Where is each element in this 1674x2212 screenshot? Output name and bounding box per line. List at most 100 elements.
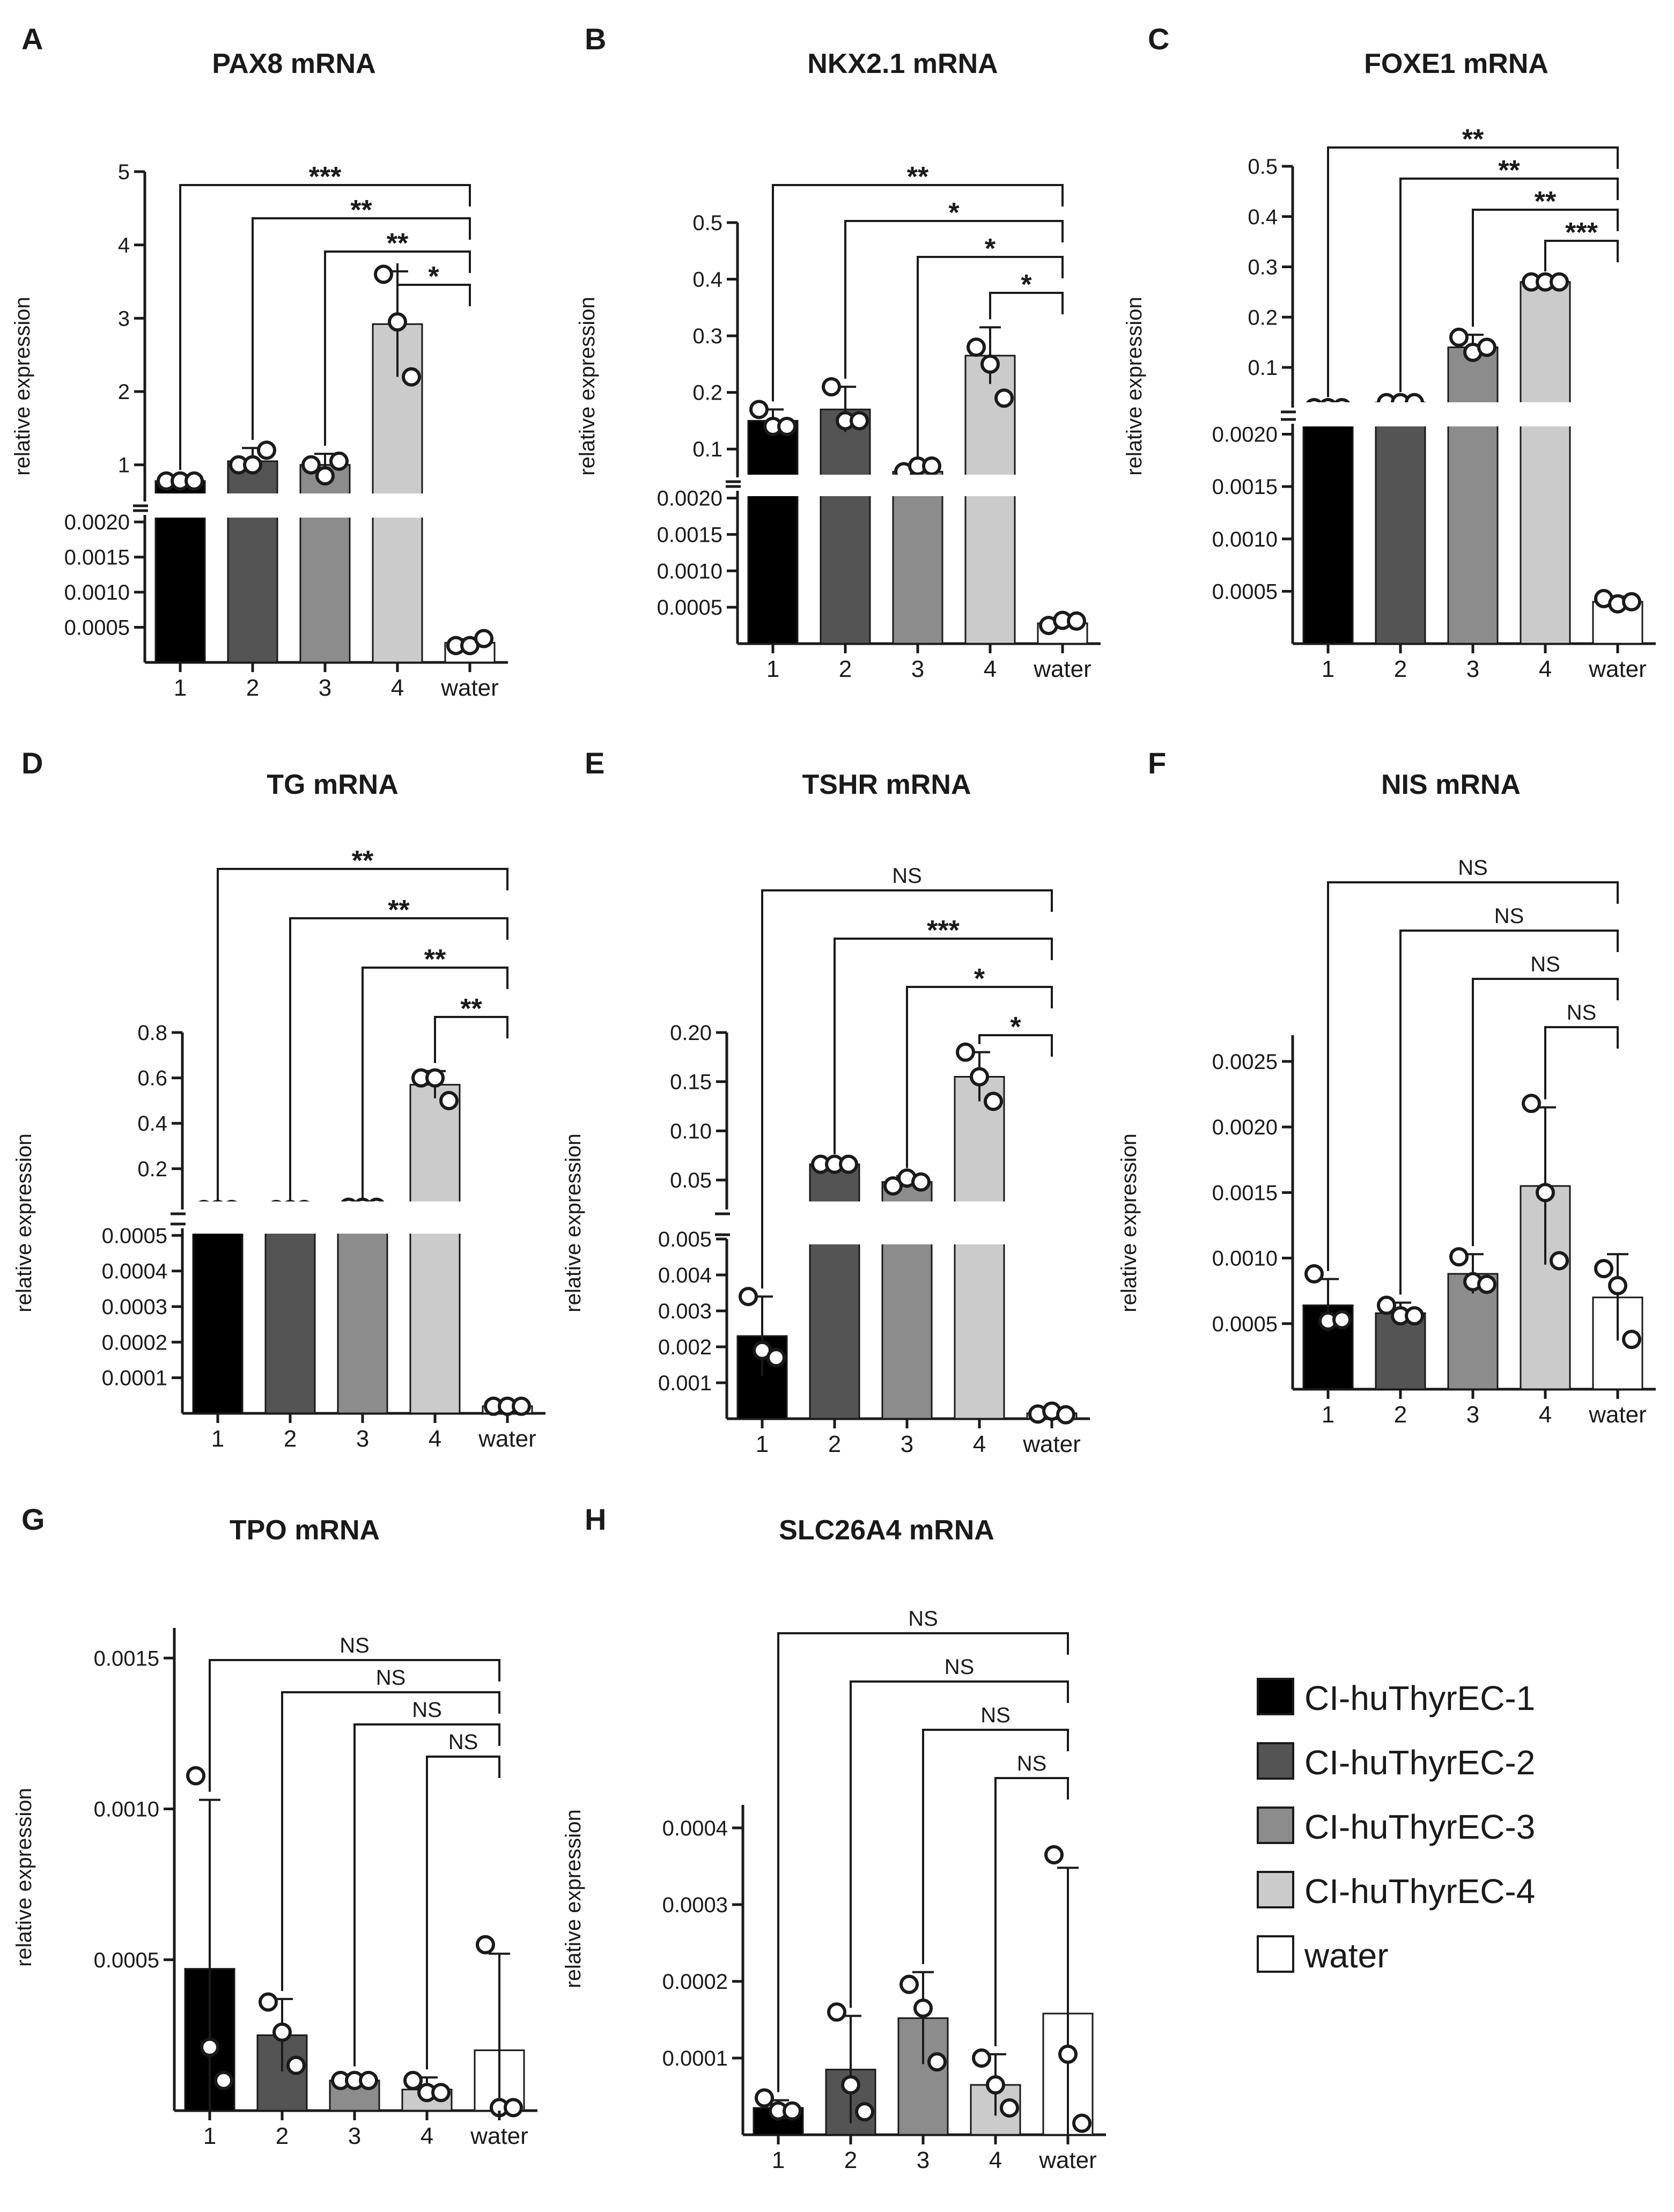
data-point <box>388 312 407 332</box>
data-point <box>1304 1264 1324 1284</box>
panel-h: H SLC26A4 mRNA relative expression 0.0001 0.… <box>562 1502 1106 2173</box>
bar <box>264 1208 316 1414</box>
significance-bracket <box>772 184 1064 402</box>
panel-c: C FOXE1 mRNA relative expression 0.0005 0.00… <box>1123 22 1659 682</box>
bar <box>1375 1312 1426 1390</box>
significance-bracket <box>989 292 1064 320</box>
data-point <box>504 2098 523 2118</box>
x-tick-label: 4 <box>429 1426 441 1452</box>
significance-label: * <box>1021 269 1032 300</box>
y-tick-label: 0.1 <box>692 438 722 461</box>
significance-bracket <box>834 938 1053 1154</box>
data-point <box>986 2075 1005 2095</box>
significance-label: NS <box>376 1666 406 1690</box>
y-tick-label: 0.0015 <box>1212 1181 1278 1205</box>
y-tick-label: 5 <box>118 160 130 184</box>
data-point <box>1608 1275 1627 1295</box>
significance-bracket <box>217 868 508 1201</box>
data-point <box>1405 1306 1424 1326</box>
y-tick-label: 0.0010 <box>657 559 722 583</box>
significance-label: * <box>948 197 960 228</box>
significance-bracket <box>434 1016 508 1063</box>
y-tick-label: 4 <box>118 234 130 257</box>
significance-label: *** <box>309 161 342 193</box>
significance-label: *** <box>927 915 960 946</box>
data-point <box>927 2052 947 2072</box>
data-point <box>1536 1183 1555 1203</box>
x-tick-label: water <box>1033 656 1092 682</box>
y-axis-title: relative expression <box>562 1809 585 1988</box>
x-tick-label: 2 <box>1394 1402 1407 1428</box>
data-point <box>1477 1274 1496 1294</box>
x-tick-label: 4 <box>421 2123 433 2149</box>
panel-letter: B <box>585 22 606 56</box>
legend-swatch <box>1257 1742 1294 1780</box>
y-tick-label: 0.0005 <box>1212 580 1278 603</box>
significance-bracket <box>281 1691 500 1991</box>
axis-break-gap <box>730 1201 1093 1244</box>
significance-label: ** <box>388 895 410 926</box>
data-point <box>403 2070 423 2090</box>
y-tick-label: 0.20 <box>670 1021 712 1045</box>
panel-title: TPO mRNA <box>230 1515 380 1546</box>
y-tick-label: 0.001 <box>658 1372 712 1395</box>
significance-label: NS <box>1494 904 1524 928</box>
significance-bracket <box>1327 881 1619 1271</box>
significance-label: *** <box>1565 217 1598 248</box>
y-tick-label: 0.0005 <box>1212 1313 1278 1336</box>
panel-letter: F <box>1148 746 1166 780</box>
data-point <box>899 1974 919 1994</box>
significance-label: ** <box>424 944 446 975</box>
data-point <box>1522 1094 1541 1114</box>
x-tick-label: 4 <box>989 2147 1002 2173</box>
significance-label: ** <box>387 228 409 259</box>
legend-label: CI-huThyrEC-2 <box>1304 1743 1535 1782</box>
significance-bracket <box>353 1723 500 2067</box>
y-tick-label: 0.0015 <box>1212 475 1278 499</box>
x-tick-label: 3 <box>1466 1402 1479 1428</box>
x-tick-label: 4 <box>1539 1402 1552 1428</box>
y-tick-label: 3 <box>118 307 130 330</box>
panel-title: TSHR mRNA <box>802 769 971 800</box>
data-point <box>841 2075 860 2095</box>
y-tick-label: 0.15 <box>670 1071 712 1094</box>
y-tick-label: 0.2 <box>137 1157 167 1181</box>
data-point <box>972 2048 991 2068</box>
legend-label: CI-huThyrEC-1 <box>1304 1679 1535 1717</box>
data-point <box>883 1176 903 1196</box>
data-point <box>855 2102 874 2122</box>
x-tick-label: 4 <box>984 656 997 682</box>
data-point <box>329 451 349 471</box>
significance-label: NS <box>1017 1752 1047 1775</box>
x-tick-label: water <box>478 1426 536 1452</box>
panel-letter: D <box>21 746 43 780</box>
y-tick-label: 0.0020 <box>64 511 130 534</box>
y-tick-label: 0.0015 <box>94 1647 159 1670</box>
y-tick-label: 0.0004 <box>102 1260 167 1284</box>
significance-bracket <box>289 917 508 1201</box>
panel-title: NKX2.1 mRNA <box>807 48 998 79</box>
significance-bracket <box>1399 930 1619 1295</box>
x-tick-label: 1 <box>766 656 779 682</box>
significance-bracket <box>252 217 471 440</box>
data-point <box>839 1154 858 1174</box>
significance-label: NS <box>1567 1001 1597 1024</box>
panel-letter: A <box>21 22 43 56</box>
y-tick-label: 0.5 <box>1248 155 1278 179</box>
significance-bracket <box>1472 209 1619 327</box>
data-point <box>286 2055 306 2075</box>
x-tick-label: 3 <box>917 2147 930 2173</box>
x-tick-label: water <box>1038 2147 1097 2173</box>
significance-label: NS <box>340 1634 370 1657</box>
y-tick-label: 0.0020 <box>1212 423 1278 447</box>
y-tick-label: 0.1 <box>1248 356 1278 380</box>
data-point <box>1072 2113 1092 2133</box>
y-tick-label: 0.6 <box>137 1067 167 1090</box>
panel-title: FOXE1 mRNA <box>1364 48 1548 79</box>
x-tick-label: water <box>470 2123 528 2149</box>
panel-letter: E <box>585 746 604 780</box>
y-axis-title: relative expression <box>12 1788 36 1967</box>
panel-letter: H <box>585 1502 606 1536</box>
data-point <box>1550 1251 1569 1271</box>
panel-letter: C <box>1148 22 1169 56</box>
